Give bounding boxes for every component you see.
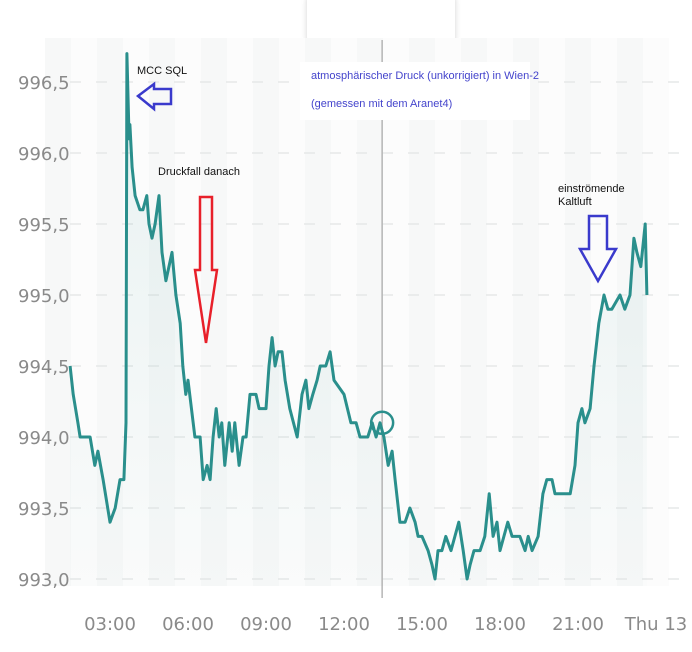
annotation-drop: Druckfall danach — [158, 166, 240, 178]
y-tick-label: 995,5 — [18, 215, 70, 236]
background-band — [643, 38, 669, 586]
x-tick-label: 03:00 — [84, 614, 136, 635]
cursor-marker — [369, 410, 395, 436]
annotation-cold-1: einströmende — [558, 183, 625, 195]
x-tick-label: 12:00 — [318, 614, 370, 635]
series-area — [70, 53, 647, 587]
background-band — [435, 38, 461, 586]
background-band — [487, 38, 513, 586]
x-tick-label: 18:00 — [474, 614, 526, 635]
y-axis: 993,0 993,5 994,0 994,5 995,0 995,5 996,0 996,5 — [18, 73, 70, 591]
x-tick-label: 21:00 — [552, 614, 604, 635]
background-band — [45, 38, 71, 586]
annotation-mcc: MCC SQL — [137, 65, 187, 77]
y-tick-label: 996,0 — [18, 144, 70, 165]
note-line-1: atmosphärischer Druck (unkorrigiert) in … — [311, 70, 539, 82]
arrow-down-red-icon — [193, 195, 219, 344]
series-line — [68, 52, 649, 581]
y-tick-label: 994,5 — [18, 357, 70, 378]
y-tick-label: 993,0 — [18, 570, 70, 591]
note-line-2: (gemessen mit dem Aranet4) — [311, 98, 452, 110]
y-tick-label: 996,5 — [18, 73, 70, 94]
x-tick-label: 09:00 — [240, 614, 292, 635]
x-tick-label: 15:00 — [396, 614, 448, 635]
y-tick-label: 994,0 — [18, 428, 70, 449]
note-background — [300, 62, 530, 120]
arrow-down-blue-icon — [577, 214, 619, 284]
background-band — [461, 38, 487, 586]
arrow-left-icon — [135, 81, 173, 112]
x-tick-label: 06:00 — [162, 614, 214, 635]
annotation-cold-2: Kaltluft — [558, 196, 592, 208]
background-band — [409, 38, 435, 586]
x-tick-label: Thu 13 — [624, 614, 687, 635]
x-axis: 03:00 06:00 09:00 12:00 15:00 18:00 21:00 Thu 1… — [84, 614, 687, 635]
y-tick-label: 993,5 — [18, 499, 70, 520]
y-tick-label: 995,0 — [18, 286, 70, 307]
background-band — [513, 38, 539, 586]
